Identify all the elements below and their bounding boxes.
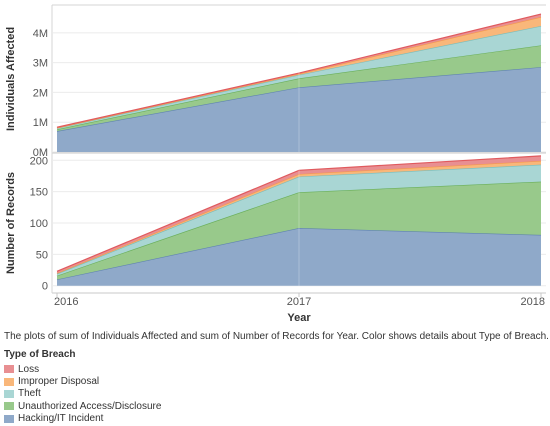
legend-swatch: [4, 365, 14, 374]
x-tick-label: 2016: [54, 296, 78, 308]
legend-label: Improper Disposal: [18, 376, 100, 388]
y-tick-label: 0M: [33, 147, 48, 159]
breach-area-chart: 0M 1M 2M 3M 4M Individuals Affected 0 50 100 150 2…: [5, 4, 546, 324]
y-axis-label: Number of Records: [5, 172, 17, 274]
x-tick-label: 2017: [287, 296, 311, 308]
legend-swatch: [4, 414, 14, 423]
y-tick-label: 2M: [33, 87, 48, 99]
y-tick-label: 3M: [33, 58, 48, 70]
line-loss: [56, 13, 542, 128]
area-hacking-it-incident: [57, 67, 541, 152]
area-theft: [57, 25, 541, 130]
chart-caption: The plots of sum of Individuals Affected…: [4, 331, 549, 342]
line-loss: [56, 155, 542, 272]
legend-item-improper-disposal: Improper Disposal: [4, 375, 161, 387]
legend-item-theft: Theft: [4, 388, 161, 400]
legend-swatch: [4, 377, 14, 386]
legend-label: Unauthorized Access/Disclosure: [18, 400, 162, 412]
legend-item-hacking-it-incident: Hacking/IT Incident: [4, 413, 161, 425]
y-tick-label: 100: [30, 218, 48, 230]
legend-label: Theft: [18, 388, 41, 400]
legend-swatch: [4, 402, 14, 411]
line-unauthorized-access-disclosure: [56, 181, 542, 277]
y-tick-label: 150: [30, 187, 48, 199]
legend-item-loss: Loss: [4, 363, 161, 375]
x-axis-label: Year: [287, 312, 311, 324]
legend-swatch: [4, 389, 14, 398]
y-tick-label: 4M: [33, 28, 48, 40]
legend-label: Hacking/IT Incident: [18, 413, 104, 425]
area-hacking-it-incident: [57, 228, 541, 286]
legend-label: Loss: [18, 363, 40, 375]
legend-items: Loss Improper Disposal Theft Unauthorized A…: [4, 363, 161, 425]
y-axis-label: Individuals Affected: [5, 27, 17, 131]
legend-title: Type of Breach: [4, 349, 76, 360]
x-tick-label: 2018: [521, 296, 545, 308]
y-tick-label: 0: [42, 281, 48, 293]
y-tick-label: 1M: [33, 117, 48, 129]
y-tick-label: 200: [30, 155, 48, 167]
legend: Type of Breach Loss Improper Disposal Thef…: [4, 349, 161, 425]
line-improper-disposal: [56, 160, 542, 274]
line-theft: [56, 164, 542, 275]
legend-item-unauthorized-access-disclosure: Unauthorized Access/Disclosure: [4, 400, 161, 412]
y-tick-label: 50: [36, 249, 48, 261]
area-unauthorized-access-disclosure: [57, 181, 541, 280]
area-theft: [57, 164, 541, 276]
area-unauthorized-access-disclosure: [57, 45, 541, 132]
